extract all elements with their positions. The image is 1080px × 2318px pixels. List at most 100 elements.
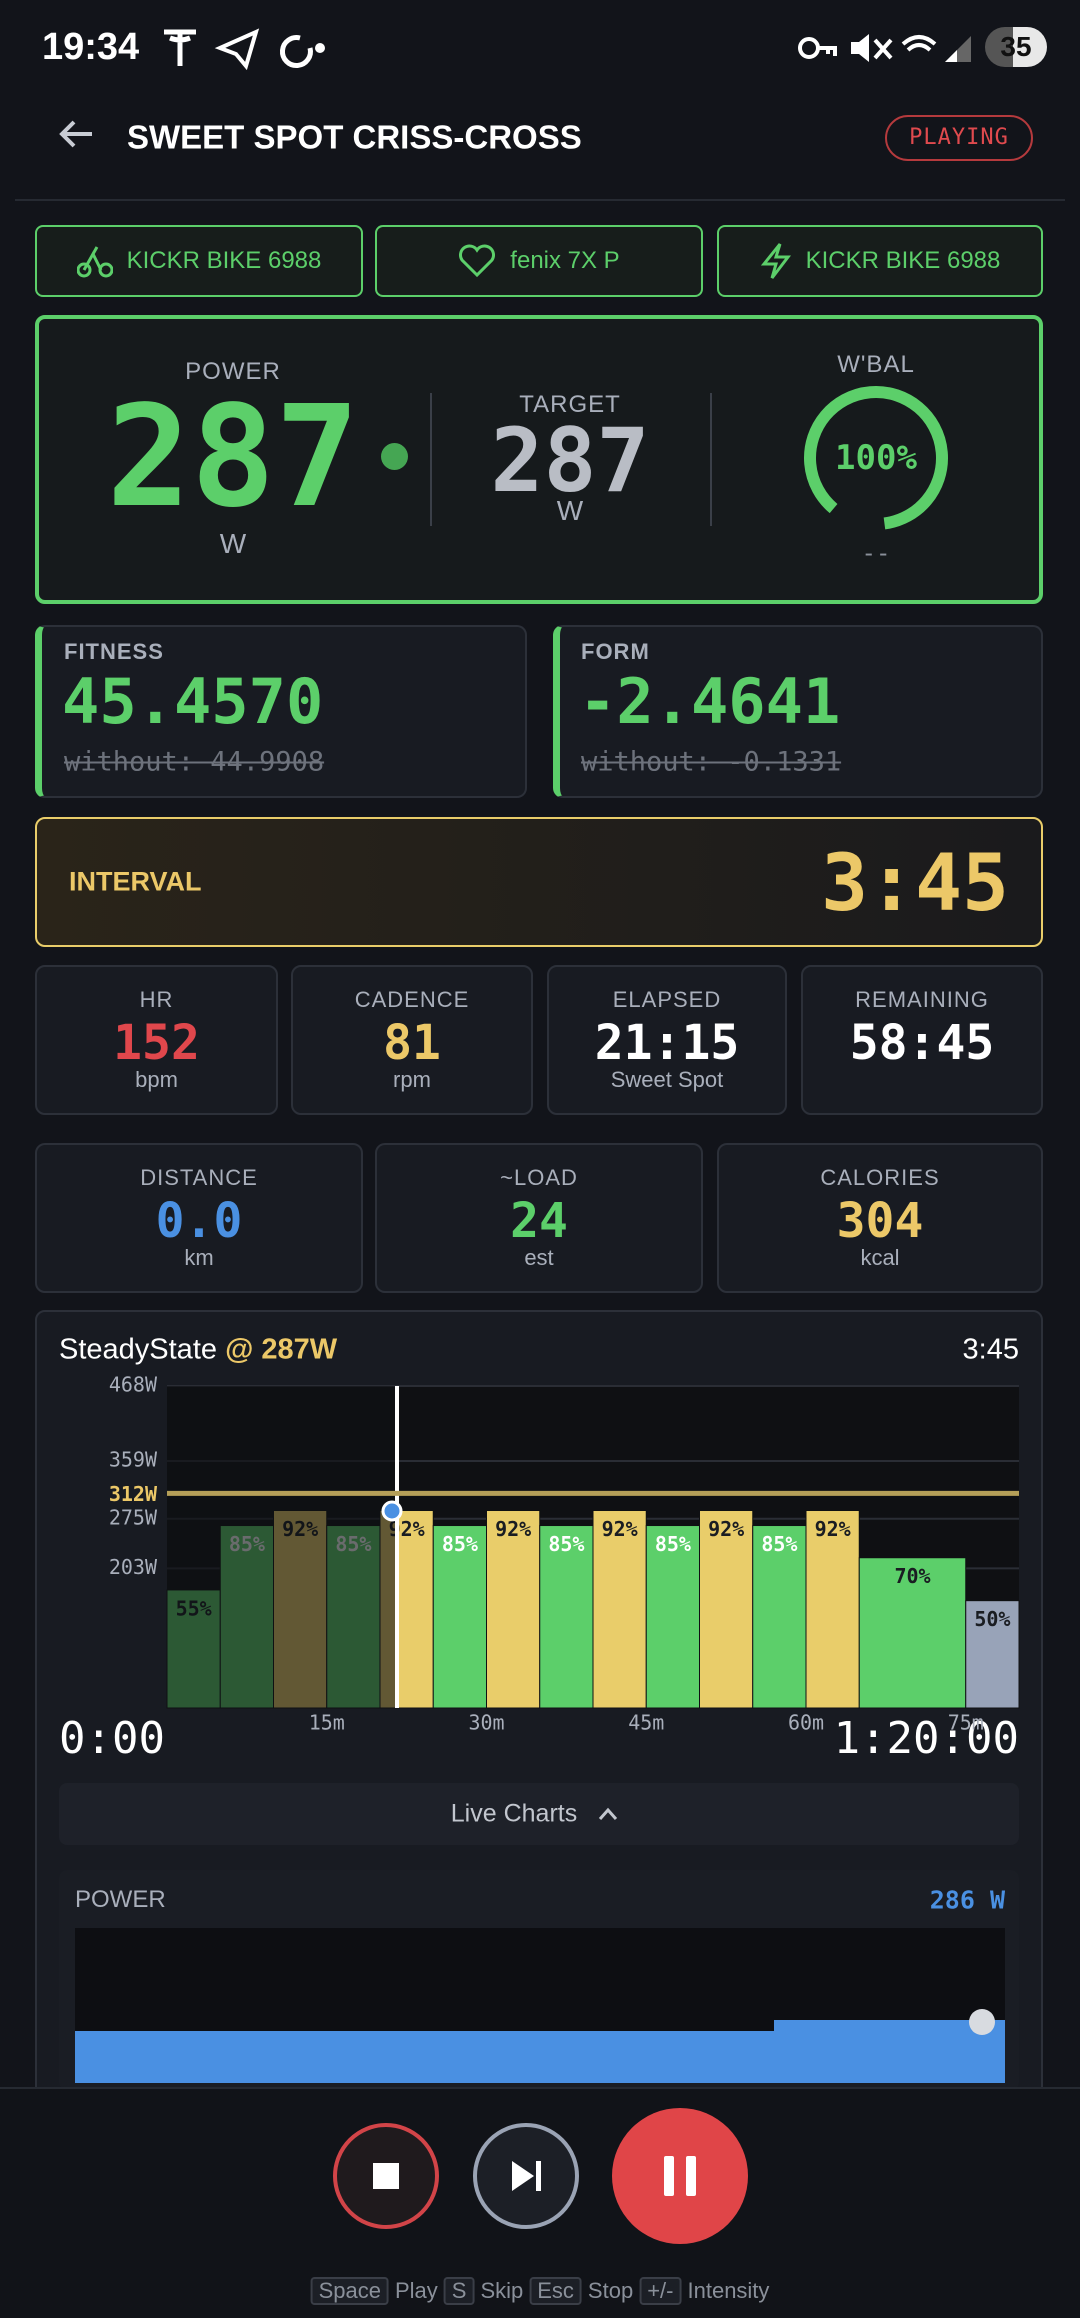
shortcut-key: Esc (529, 2277, 582, 2305)
wbal-value: 100% (835, 438, 917, 478)
workout-time-left: 3:45 (962, 1333, 1019, 1366)
heart-icon (459, 244, 496, 278)
live-power-dot (969, 2009, 995, 2035)
stop-button[interactable] (333, 2123, 439, 2229)
workout-name: SteadyState (59, 1333, 217, 1366)
fitness-without: without: 44.9908 (64, 746, 325, 778)
target-unit: W (556, 495, 584, 526)
workout-bar (965, 1600, 1020, 1709)
completed-shade (167, 1386, 397, 1708)
back-button[interactable] (56, 114, 96, 154)
y-tick-label: 203W (109, 1555, 158, 1579)
stat-card (375, 1143, 703, 1293)
status-icons-right (798, 34, 971, 62)
y-tick-label: 468W (109, 1373, 158, 1397)
live-power-area (75, 2020, 1005, 2083)
device-button[interactable]: fenix 7X P (375, 225, 703, 297)
stat-card (547, 965, 787, 1115)
workout-bar (858, 1557, 967, 1709)
live-charts-label: Live Charts (450, 1799, 578, 1828)
workout-bar (432, 1525, 487, 1709)
bar-label: 92% (708, 1517, 744, 1541)
shortcut-key: S (443, 2277, 475, 2305)
stat-value: 21:15 (594, 1015, 740, 1071)
stat-label: CADENCE (354, 987, 470, 1012)
power-panel (35, 315, 1043, 604)
bar-label: 50% (974, 1607, 1010, 1631)
position-marker (381, 1500, 403, 1522)
stat-label: DISTANCE (140, 1165, 258, 1190)
workout-title: SWEET SPOT CRISS-CROSS (127, 118, 582, 156)
bar-label: 92% (495, 1517, 531, 1541)
device-button[interactable]: KICKR BIKE 6988 (717, 225, 1043, 297)
device-button[interactable]: KICKR BIKE 6988 (35, 225, 363, 297)
stat-value: 81 (383, 1015, 441, 1071)
bike-icon (76, 246, 113, 278)
wbal-label: W'BAL (837, 351, 915, 378)
x-tick-label: 75m (948, 1711, 984, 1735)
form-label: FORM (581, 639, 650, 664)
workout-target: @ 287W (225, 1333, 338, 1366)
stat-unit: Sweet Spot (610, 1067, 724, 1092)
pause-button[interactable] (612, 2108, 748, 2244)
divider (15, 199, 1065, 201)
workout-bar (752, 1525, 807, 1709)
bar-label: 85% (548, 1532, 584, 1556)
status-icons (164, 28, 325, 70)
battery-level: 35 (1000, 31, 1032, 62)
device-name: KICKR BIKE 6988 (126, 247, 322, 274)
stat-value: 304 (836, 1193, 924, 1249)
stat-card (35, 965, 278, 1115)
stat-label: ELAPSED (612, 987, 722, 1012)
stat-value: 58:45 (849, 1015, 995, 1071)
shortcut-action: Stop (587, 2278, 634, 2303)
power-label: POWER (185, 358, 281, 385)
power-dot (381, 443, 408, 470)
shortcut-key: Space (310, 2277, 389, 2305)
ftp-label: 312W (109, 1482, 158, 1506)
workout-bar (539, 1525, 594, 1709)
stat-value: 24 (510, 1193, 568, 1249)
stat-card (35, 1143, 363, 1293)
x-tick-label: 60m (788, 1711, 824, 1735)
bar-label: 70% (894, 1564, 930, 1588)
fitness-value: 45.4570 (62, 665, 324, 738)
workout-bar (486, 1510, 541, 1709)
target-label: TARGET (519, 391, 621, 418)
chevron-up (598, 1807, 618, 1820)
keyboard-shortcuts: Space Play S Skip Esc Stop +/- Intensity (310, 2277, 770, 2305)
shortcut-action: Intensity (687, 2278, 770, 2303)
wbal-ring (804, 386, 948, 530)
stat-label: REMAINING (855, 987, 989, 1012)
workout-heading: SteadyState @ 287W (59, 1333, 338, 1366)
battery (985, 27, 1047, 67)
wbal-sub: -- (861, 539, 891, 567)
stat-unit: kcal (860, 1245, 900, 1270)
live-charts-toggle[interactable] (59, 1783, 1019, 1845)
skip-button[interactable] (473, 2123, 579, 2229)
interval-label: INTERVAL (69, 866, 202, 897)
stat-card (717, 1143, 1043, 1293)
x-tick-label: 15m (309, 1711, 345, 1735)
interval-time: 3:45 (821, 839, 1009, 929)
device-name: KICKR BIKE 6988 (805, 247, 1001, 274)
workout-bar (645, 1525, 700, 1709)
live-power-label: POWER (75, 1886, 166, 1913)
power-unit: W (219, 528, 247, 559)
fitness-label: FITNESS (64, 639, 164, 664)
stat-label: HR (139, 987, 174, 1012)
stat-unit: km (184, 1245, 214, 1270)
stat-unit: bpm (135, 1067, 178, 1092)
stat-card (291, 965, 533, 1115)
bolt-icon (760, 243, 791, 279)
workout-bar (699, 1510, 754, 1709)
status-text: PLAYING (909, 125, 1009, 150)
status-time: 19:34 (42, 26, 140, 68)
divider (710, 393, 712, 526)
workout-end: 1:20:00 (833, 1713, 1019, 1764)
bar-label: 85% (442, 1532, 478, 1556)
workout-bar (805, 1510, 860, 1709)
shortcut-action: Play (394, 2278, 438, 2303)
